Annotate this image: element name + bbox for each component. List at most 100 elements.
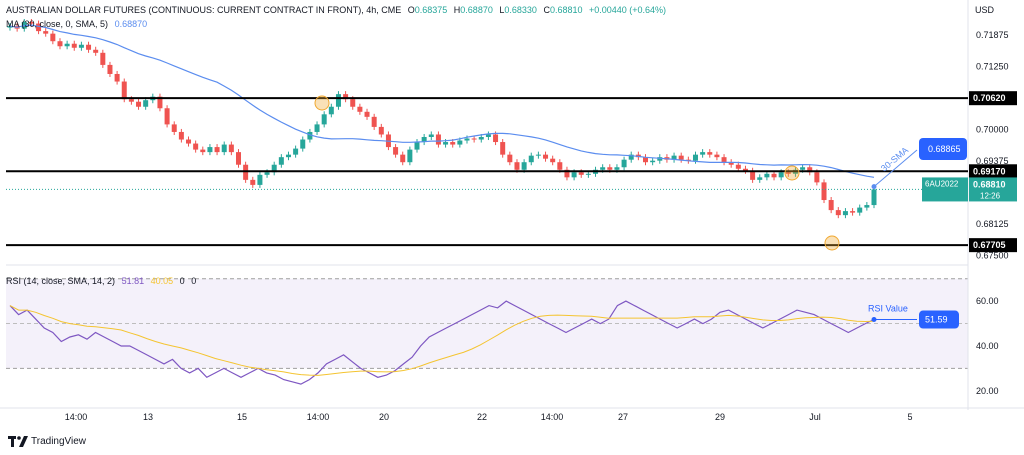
candle-body (64, 43, 70, 47)
candle-body (371, 116, 377, 127)
candle-body (742, 168, 748, 171)
rsi-callout-box (919, 310, 959, 329)
time-tick-label: 22 (477, 412, 487, 422)
last-price-label: 0.68810 (973, 179, 1006, 189)
candle-body (585, 173, 591, 175)
candle-body (735, 164, 741, 169)
candle-body (271, 164, 277, 173)
candle-body (700, 152, 706, 155)
candle-body (628, 154, 634, 160)
candle-body (800, 167, 806, 170)
ma-legend-label: MA (30, close, 0, SMA, 5) (6, 19, 109, 29)
candle-body (235, 152, 241, 165)
candle-body (136, 101, 142, 107)
level-label-box (969, 238, 1017, 253)
candle-body (828, 200, 834, 211)
time-tick-label: 29 (715, 412, 725, 422)
candle-body (28, 22, 34, 24)
candle-body (293, 148, 299, 155)
tradingview-brand: TradingView (31, 436, 87, 447)
candle-body (807, 167, 813, 173)
candle-body (650, 160, 656, 163)
candle-body (71, 43, 77, 48)
highlight-marker (784, 165, 800, 181)
candle-body (757, 177, 763, 180)
candle-body (350, 99, 356, 107)
time-tick-label: 13 (143, 412, 153, 422)
level-label-box (969, 91, 1017, 106)
candle-body (621, 159, 627, 168)
candle-body (221, 144, 227, 153)
candle-body (785, 172, 791, 174)
rsi-callout-label: 51.59 (925, 315, 948, 325)
candle-body (671, 155, 677, 160)
candle-body (228, 144, 234, 153)
symbol-title: AUSTRALIAN DOLLAR FUTURES (CONTINUOUS: C… (6, 5, 402, 15)
candle-body (535, 154, 541, 156)
candle-body (750, 170, 756, 180)
ohlc-open: O0.68375 (407, 5, 448, 15)
rsi-tick-label: 20.00 (976, 386, 999, 396)
candle-body (721, 157, 727, 163)
rsi-tick-label: 60.00 (976, 296, 999, 306)
candle-body (357, 106, 363, 112)
candle-body (43, 31, 49, 34)
candle-body (443, 142, 449, 145)
last-price-box (969, 177, 1017, 202)
candle-body (321, 114, 327, 125)
candle-body (657, 157, 663, 161)
tradingview-logo[interactable]: TradingView (8, 436, 86, 447)
candle-body (207, 147, 213, 153)
time-tick-label: 15 (237, 412, 247, 422)
candle-body (400, 154, 406, 163)
candle-body (428, 134, 434, 137)
candle-body (728, 162, 734, 165)
rsi-tick-label: 40.00 (976, 341, 999, 351)
candle-body (450, 142, 456, 145)
candle-body (564, 169, 570, 178)
candle-body (186, 139, 192, 144)
candle-body (143, 100, 149, 107)
candle-body (285, 154, 291, 158)
candle-body (164, 108, 170, 125)
candle-body (314, 124, 320, 132)
candle-body (200, 149, 206, 153)
price-tick-label: 0.67500 (976, 250, 1009, 260)
ma-line (9, 24, 875, 178)
candle-body (543, 154, 549, 159)
candle-body (507, 154, 513, 163)
candle-body (821, 182, 827, 201)
candle-body (50, 33, 56, 42)
candle-body (471, 138, 477, 140)
candle-body (578, 172, 584, 175)
ma-callout-box (919, 138, 967, 160)
highlight-marker (314, 95, 330, 111)
rsi-band-background (6, 278, 968, 369)
candle-body (692, 154, 698, 161)
ma-callout-label: 0.68865 (928, 144, 961, 154)
candle-body (335, 94, 341, 107)
tradingview-icon (8, 436, 28, 447)
level-label-box (969, 164, 1017, 179)
candle-body (214, 147, 220, 153)
price-tick-label: 0.71875 (976, 30, 1009, 40)
ma-callout-dot (871, 184, 877, 190)
candle-body (550, 158, 556, 163)
candle-body (707, 152, 713, 155)
candle-body (528, 155, 534, 163)
time-tick-label: Jul (809, 412, 821, 422)
level-label: 0.69170 (973, 166, 1006, 176)
candle-body (571, 172, 577, 178)
level-label: 0.67705 (973, 240, 1006, 250)
candle-body (500, 142, 506, 155)
highlight-marker (824, 235, 840, 251)
candle-body (814, 172, 820, 183)
ma-callout-connector (873, 149, 918, 188)
time-tick-label: 20 (379, 412, 389, 422)
candle-body (193, 143, 199, 150)
candle-body (478, 137, 484, 140)
candle-body (378, 126, 384, 135)
candle-body (328, 106, 334, 115)
candle-body (514, 162, 520, 170)
